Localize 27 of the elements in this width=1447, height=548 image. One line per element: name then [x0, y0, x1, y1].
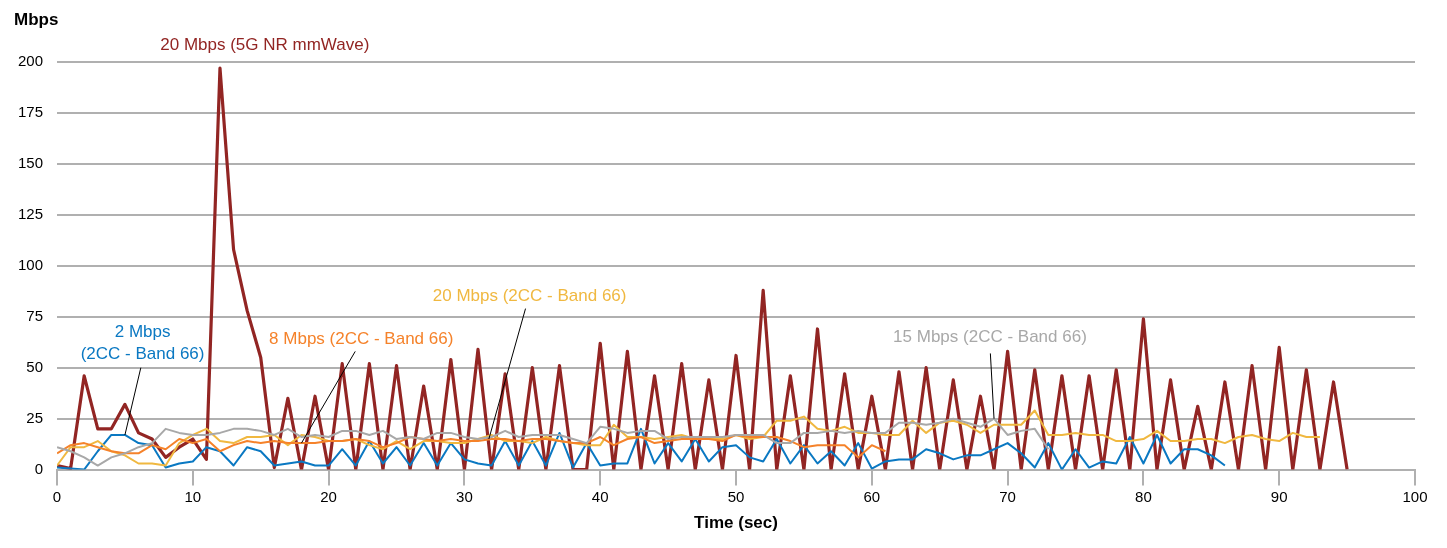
x-tick-label: 70: [999, 487, 1016, 505]
x-tick-label: 30: [456, 487, 473, 505]
text: 20 Mbps (5G NR mmWave): [160, 35, 370, 55]
y-tick-label: 125: [18, 204, 44, 222]
x-tick-label: 80: [1135, 487, 1152, 505]
y-tick-label: 75: [26, 306, 44, 324]
x-tick-label: 50: [727, 487, 745, 505]
x-tick-label: 60: [863, 487, 881, 505]
y-tick-label: 200: [18, 52, 44, 70]
y-axis-title: Mbps: [14, 9, 59, 29]
y-tick-label: 25: [26, 408, 44, 426]
y-tick-label: 150: [18, 154, 44, 172]
text: 20 Mbps (2CC - Band 66): [432, 286, 627, 306]
y-tick-label: 100: [18, 255, 44, 273]
text: 8 Mbps (2CC - Band 66): [269, 328, 454, 348]
y-tick-label: 175: [18, 103, 44, 121]
x-tick-label: 90: [1270, 487, 1288, 505]
x-tick-label: 10: [184, 487, 202, 505]
text: 15 Mbps (2CC - Band 66): [893, 326, 1087, 346]
x-tick-label: 40: [591, 487, 609, 505]
x-tick-label: 0: [52, 487, 62, 505]
y-tick-label: 0: [34, 459, 44, 477]
text: 2 Mbps (2CC - Band 66): [80, 321, 205, 363]
x-axis-title: Time (sec): [694, 513, 778, 533]
x-tick-label: 100: [1402, 487, 1428, 505]
x-tick-label: 20: [320, 487, 337, 505]
y-tick-label: 50: [26, 357, 44, 375]
